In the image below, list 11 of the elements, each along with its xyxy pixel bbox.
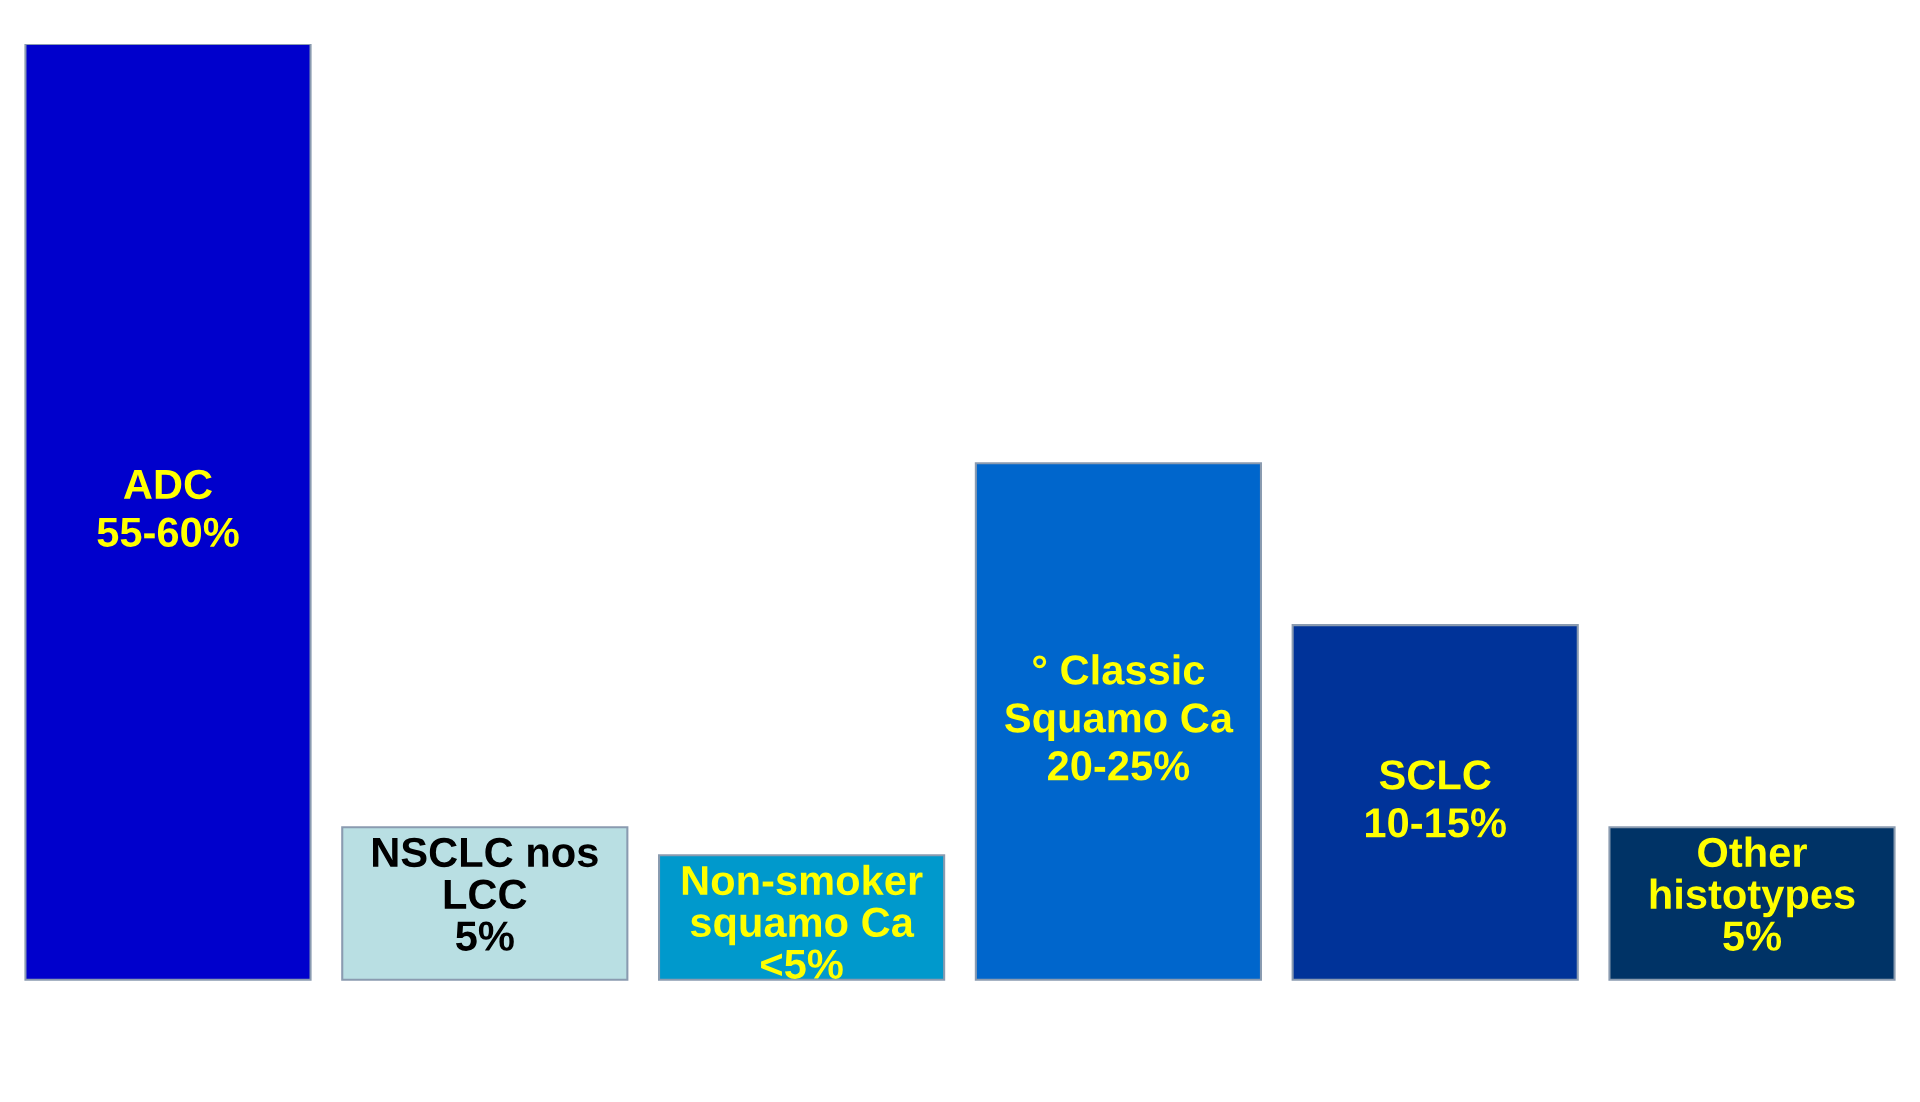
x-tick-label: Other histotypes 5% [1650, 836, 1855, 951]
x-tick-label: ADC 55-60% [97, 469, 239, 548]
x-tick-label: Non-smoker squamo Ca <5% [682, 864, 923, 979]
bar [1291, 624, 1579, 981]
x-tick-label: SCLC 10-15% [1366, 760, 1506, 838]
bar [341, 826, 629, 981]
bar [974, 462, 1262, 981]
x-tick-label: NSCLC nos LCC 5% [373, 837, 598, 951]
bar [1608, 826, 1896, 981]
x-tick-label: ° Classic Squamo Ca 20-25% [1005, 654, 1234, 781]
bar [24, 44, 312, 981]
